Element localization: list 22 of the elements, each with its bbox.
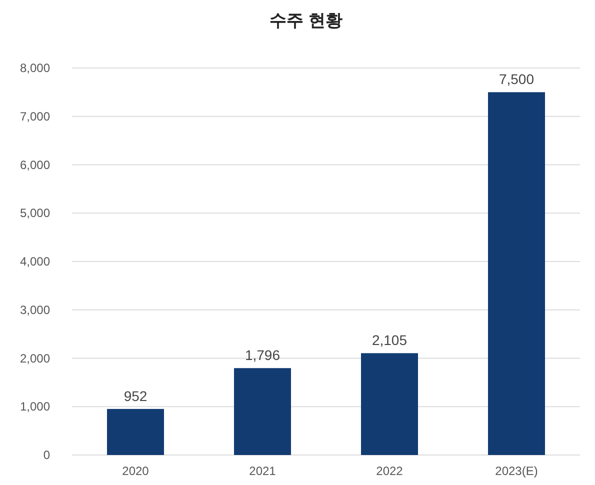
bar	[488, 92, 545, 455]
bar	[361, 353, 418, 455]
y-tick-label: 4,000	[20, 254, 50, 268]
bar	[234, 368, 291, 455]
x-tick-label: 2020	[122, 464, 150, 478]
y-tick-label: 1,000	[20, 400, 50, 414]
y-tick-label: 0	[43, 448, 50, 462]
chart-title: 수주 현황	[270, 11, 342, 30]
data-label: 952	[124, 388, 148, 404]
x-tick-label: 2023(E)	[495, 464, 538, 478]
y-tick-label: 8,000	[20, 61, 50, 75]
data-label: 7,500	[498, 71, 534, 88]
x-tick-label: 2021	[249, 464, 276, 478]
y-tick-label: 7,000	[20, 109, 50, 124]
y-tick-label: 3,000	[20, 302, 50, 317]
y-tick-label: 5,000	[20, 206, 50, 220]
y-tick-label: 6,000	[20, 158, 50, 172]
data-label: 1,796	[244, 347, 280, 364]
data-label: 2,105	[372, 332, 408, 348]
bar	[107, 408, 164, 455]
x-tick-label: 2022	[376, 464, 404, 478]
y-tick-label: 2,000	[20, 351, 50, 366]
